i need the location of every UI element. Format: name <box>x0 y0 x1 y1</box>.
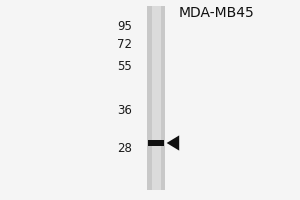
Text: MDA-MB45: MDA-MB45 <box>178 6 254 20</box>
Text: 55: 55 <box>117 60 132 72</box>
Polygon shape <box>167 135 179 151</box>
Text: 36: 36 <box>117 104 132 116</box>
Text: 95: 95 <box>117 20 132 32</box>
Text: 72: 72 <box>117 38 132 50</box>
Text: 28: 28 <box>117 142 132 154</box>
Bar <box>147 6 165 190</box>
Bar <box>152 6 160 190</box>
Bar <box>148 140 164 146</box>
